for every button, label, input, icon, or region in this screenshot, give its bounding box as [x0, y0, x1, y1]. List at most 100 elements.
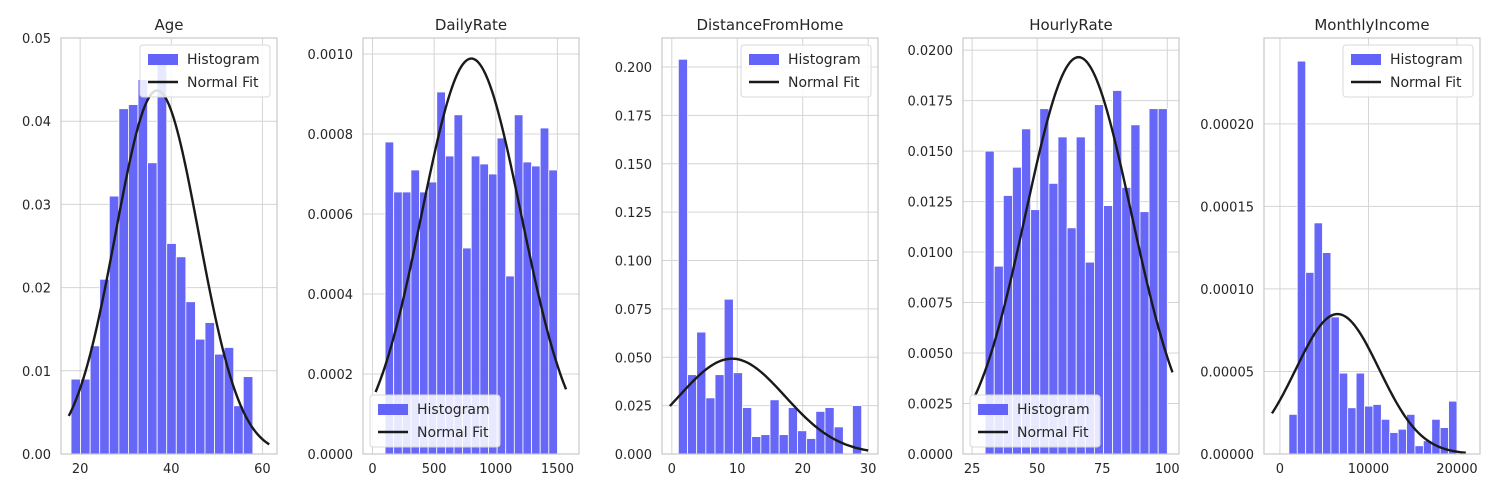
y-tick-label: 0.02: [22, 282, 51, 297]
histogram-bar: [214, 353, 225, 455]
histogram-bar: [1431, 418, 1441, 455]
histogram-bar: [1121, 187, 1132, 455]
histogram-bar: [1380, 418, 1391, 455]
histogram-bar: [204, 322, 215, 455]
legend: Histogram Normal Fit: [1342, 44, 1474, 98]
normal-fit-line: [1270, 312, 1466, 454]
histogram-bar: [1103, 205, 1114, 455]
y-tick-label: 0.0000: [308, 448, 354, 463]
x-tick-label: 25: [964, 462, 981, 477]
histogram-bar: [1414, 445, 1424, 455]
histogram-bar: [1296, 60, 1307, 455]
histogram-bar: [89, 345, 101, 455]
y-tick-label: 0.0150: [908, 145, 954, 160]
plot-frame: [362, 37, 580, 455]
legend-label-normal-fit: Normal Fit: [417, 425, 489, 441]
subplot-title: HourlyRate: [1029, 16, 1113, 34]
y-tick-label: 0.0004: [308, 288, 354, 303]
y-tick-label: 0.000: [615, 448, 652, 463]
subplot-3: HourlyRate 0.0000 0.0025 0.0050 0.0075 0.0100…: [908, 16, 1180, 477]
y-tick-label: 0.0006: [308, 208, 354, 223]
legend-label-normal-fit: Normal Fit: [1017, 425, 1089, 441]
x-tick-label: 40: [163, 462, 180, 477]
x-tick-label: 100: [1155, 462, 1180, 477]
x-tick-label: 20: [72, 462, 89, 477]
subplot-2: DistanceFromHome 0.000 0.025 0.050 0.075 0.10…: [615, 16, 879, 477]
histogram-bar: [522, 161, 532, 455]
y-tick-label: 0.0175: [908, 95, 954, 110]
histogram-bar: [760, 434, 771, 455]
y-tick-label: 0.0200: [908, 44, 954, 59]
histogram-bar: [1148, 108, 1159, 455]
plot-frame: [962, 37, 1180, 455]
x-tick-label: 10: [729, 462, 746, 477]
legend: Histogram Normal Fit: [139, 44, 271, 98]
histogram-bar: [505, 275, 515, 455]
histogram-bar: [1397, 428, 1407, 455]
y-tick-label: 0.05: [22, 32, 51, 47]
histogram-bar: [531, 165, 541, 455]
histogram-bar: [1372, 404, 1382, 455]
x-tick-label: 30: [860, 462, 877, 477]
histogram-bar: [548, 169, 558, 455]
y-tick-label: 0.0008: [308, 128, 354, 143]
histogram-bar: [147, 162, 158, 455]
x-tick-label: 75: [1094, 462, 1111, 477]
y-tick-label: 0.150: [615, 158, 652, 173]
y-tick-label: 0.0002: [308, 368, 354, 383]
normal-fit-line: [67, 89, 270, 446]
y-tick-label: 0.0025: [908, 398, 954, 413]
x-tick-label: 1500: [541, 462, 574, 477]
legend-swatch-histogram: [378, 404, 408, 415]
y-tick-label: 0.075: [615, 303, 652, 318]
y-tick-label: 0.0100: [908, 246, 954, 261]
histogram-bar: [80, 378, 91, 455]
y-tick-label: 0.00020: [1200, 118, 1254, 133]
histogram-bar: [1347, 407, 1357, 455]
histogram-bar: [778, 434, 789, 455]
y-tick-label: 0.00000: [1200, 448, 1254, 463]
x-tick-label: 0: [368, 462, 376, 477]
x-tick-label: 50: [1029, 462, 1046, 477]
legend-swatch-histogram: [978, 404, 1008, 415]
histogram-bar: [1313, 222, 1323, 455]
histogram-bar: [751, 436, 762, 455]
plot-frame: [1263, 37, 1481, 455]
histogram-bar: [1448, 400, 1458, 455]
legend: Histogram Normal Fit: [369, 394, 501, 448]
x-tick-label: 20000: [1436, 462, 1477, 477]
histogram-bar: [1305, 272, 1315, 455]
y-tick-label: 0.00005: [1200, 365, 1254, 380]
legend-swatch-histogram: [1351, 54, 1381, 65]
subplot-4: MonthlyIncome 0.00000 0.00005 0.00010 0.0001…: [1200, 16, 1481, 477]
legend: Histogram Normal Fit: [740, 44, 872, 98]
histogram-bar: [696, 331, 707, 455]
histogram-bar: [539, 127, 550, 455]
y-tick-label: 0.200: [615, 61, 652, 76]
histogram-bar: [1139, 211, 1150, 455]
legend-label-histogram: Histogram: [187, 52, 260, 68]
y-tick-label: 0.03: [22, 198, 51, 213]
histogram-bar: [513, 114, 524, 455]
histogram-bar: [723, 298, 734, 455]
histogram-bar: [797, 430, 808, 455]
histogram-bar: [806, 438, 817, 455]
histogram-bar: [1130, 124, 1141, 455]
y-tick-label: 0.00010: [1200, 283, 1254, 298]
plot-frame: [661, 37, 879, 455]
y-tick-label: 0.0010: [308, 48, 354, 63]
legend-label-normal-fit: Normal Fit: [187, 75, 259, 91]
subplot-title: DailyRate: [435, 16, 507, 34]
histogram-bar: [233, 405, 244, 455]
histogram-bar: [1112, 90, 1123, 455]
histogram-bar: [118, 108, 129, 455]
y-tick-label: 0.0000: [908, 448, 954, 463]
histogram-bar: [137, 79, 148, 455]
histogram-bar: [175, 256, 187, 455]
histogram-bar: [1338, 372, 1349, 455]
x-tick-label: 60: [254, 462, 271, 477]
subplot-title: DistanceFromHome: [696, 16, 843, 34]
y-tick-label: 0.0050: [908, 347, 954, 362]
histogram-bar: [1330, 316, 1340, 455]
